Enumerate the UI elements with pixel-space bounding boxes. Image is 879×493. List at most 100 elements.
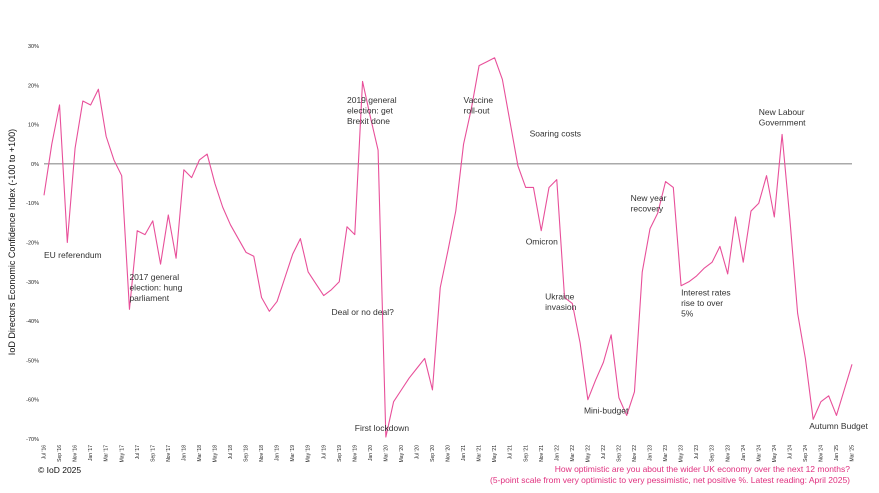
data-point xyxy=(533,187,534,188)
data-point xyxy=(222,207,223,208)
data-point xyxy=(455,210,456,211)
data-point xyxy=(424,358,425,359)
data-point xyxy=(486,61,487,62)
x-tick-label: May '19 xyxy=(306,445,312,463)
x-tick-label: Jul '17 xyxy=(135,445,141,460)
data-point xyxy=(300,238,301,239)
data-point xyxy=(688,281,689,282)
data-point xyxy=(494,57,495,58)
x-tick-label: Nov '16 xyxy=(73,445,79,462)
data-point xyxy=(129,309,130,310)
x-tick-label: Jul '22 xyxy=(601,445,607,460)
survey-note: (5-point scale from very optimistic to v… xyxy=(490,475,850,485)
x-tick-label: Nov '22 xyxy=(632,445,638,462)
x-tick-label: Nov '20 xyxy=(446,445,452,462)
data-point xyxy=(579,342,580,343)
data-point xyxy=(797,313,798,314)
data-point xyxy=(144,234,145,235)
data-point xyxy=(183,169,184,170)
data-point xyxy=(828,395,829,396)
x-tick-label: Nov '17 xyxy=(166,445,172,462)
data-point xyxy=(673,187,674,188)
data-point xyxy=(315,283,316,284)
data-point xyxy=(168,214,169,215)
data-point xyxy=(743,262,744,263)
y-tick-label: -20% xyxy=(26,241,39,247)
data-point xyxy=(308,271,309,272)
x-tick-label: May '21 xyxy=(492,445,498,463)
data-point xyxy=(67,242,68,243)
y-tick-label: 30% xyxy=(28,44,39,50)
x-tick-label: Mar '21 xyxy=(477,445,483,462)
data-point xyxy=(245,252,246,253)
data-point xyxy=(137,230,138,231)
annotation: 2017 general election: hung parliament xyxy=(129,272,182,303)
x-tick-label: Sep '20 xyxy=(430,445,436,462)
data-point xyxy=(214,183,215,184)
data-point xyxy=(556,179,557,180)
data-point xyxy=(393,401,394,402)
y-axis-label: IoD Directors Economic Confidence Index … xyxy=(7,129,17,355)
data-point xyxy=(618,397,619,398)
annotation: New year recovery xyxy=(631,193,667,214)
data-point xyxy=(820,401,821,402)
data-point xyxy=(517,165,518,166)
data-point xyxy=(704,267,705,268)
data-point xyxy=(98,89,99,90)
x-tick-label: Sep '19 xyxy=(337,445,343,462)
data-point xyxy=(261,297,262,298)
data-point xyxy=(595,379,596,380)
data-point xyxy=(284,277,285,278)
data-point xyxy=(727,273,728,274)
annotation: Soaring costs xyxy=(530,128,582,138)
data-point xyxy=(548,187,549,188)
data-point xyxy=(478,65,479,66)
x-tick-label: Jan '17 xyxy=(88,445,94,461)
data-point xyxy=(292,254,293,255)
x-tick-label: Jan '23 xyxy=(648,445,654,461)
data-point xyxy=(649,228,650,229)
data-point xyxy=(238,238,239,239)
x-tick-label: Nov '19 xyxy=(352,445,358,462)
y-tick-label: -50% xyxy=(26,358,39,364)
x-tick-label: Jul '21 xyxy=(508,445,514,460)
annotation: New Labour Government xyxy=(759,107,806,128)
y-tick-label: -40% xyxy=(26,319,39,325)
x-tick-label: May '22 xyxy=(585,445,591,463)
x-tick-label: Jul '20 xyxy=(415,445,421,460)
x-tick-label: May '17 xyxy=(119,445,125,463)
data-point xyxy=(207,153,208,154)
data-point xyxy=(525,187,526,188)
data-point xyxy=(851,364,852,365)
data-point xyxy=(82,100,83,101)
y-tick-label: 20% xyxy=(28,83,39,89)
data-point xyxy=(541,230,542,231)
data-point xyxy=(230,224,231,225)
data-point xyxy=(191,177,192,178)
data-point xyxy=(51,144,52,145)
data-point xyxy=(735,216,736,217)
data-point xyxy=(152,220,153,221)
x-tick-label: Jan '21 xyxy=(461,445,467,461)
data-point xyxy=(634,391,635,392)
x-tick-label: Sep '21 xyxy=(523,445,529,462)
data-point xyxy=(440,287,441,288)
annotation: EU referendum xyxy=(44,250,102,260)
data-point xyxy=(113,159,114,160)
data-point xyxy=(642,271,643,272)
x-tick-label: Sep '23 xyxy=(710,445,716,462)
data-point xyxy=(339,281,340,282)
data-point xyxy=(611,334,612,335)
x-tick-label: Nov '18 xyxy=(259,445,265,462)
x-tick-label: May '24 xyxy=(772,445,778,463)
x-tick-label: Mar '22 xyxy=(570,445,576,462)
x-tick-label: May '18 xyxy=(213,445,219,463)
annotation: Vaccine roll-out xyxy=(464,95,494,116)
data-point xyxy=(401,389,402,390)
data-point xyxy=(766,175,767,176)
data-point xyxy=(712,262,713,263)
x-tick-label: Jul '18 xyxy=(228,445,234,460)
x-tick-label: Sep '24 xyxy=(803,445,809,462)
data-point xyxy=(175,258,176,259)
